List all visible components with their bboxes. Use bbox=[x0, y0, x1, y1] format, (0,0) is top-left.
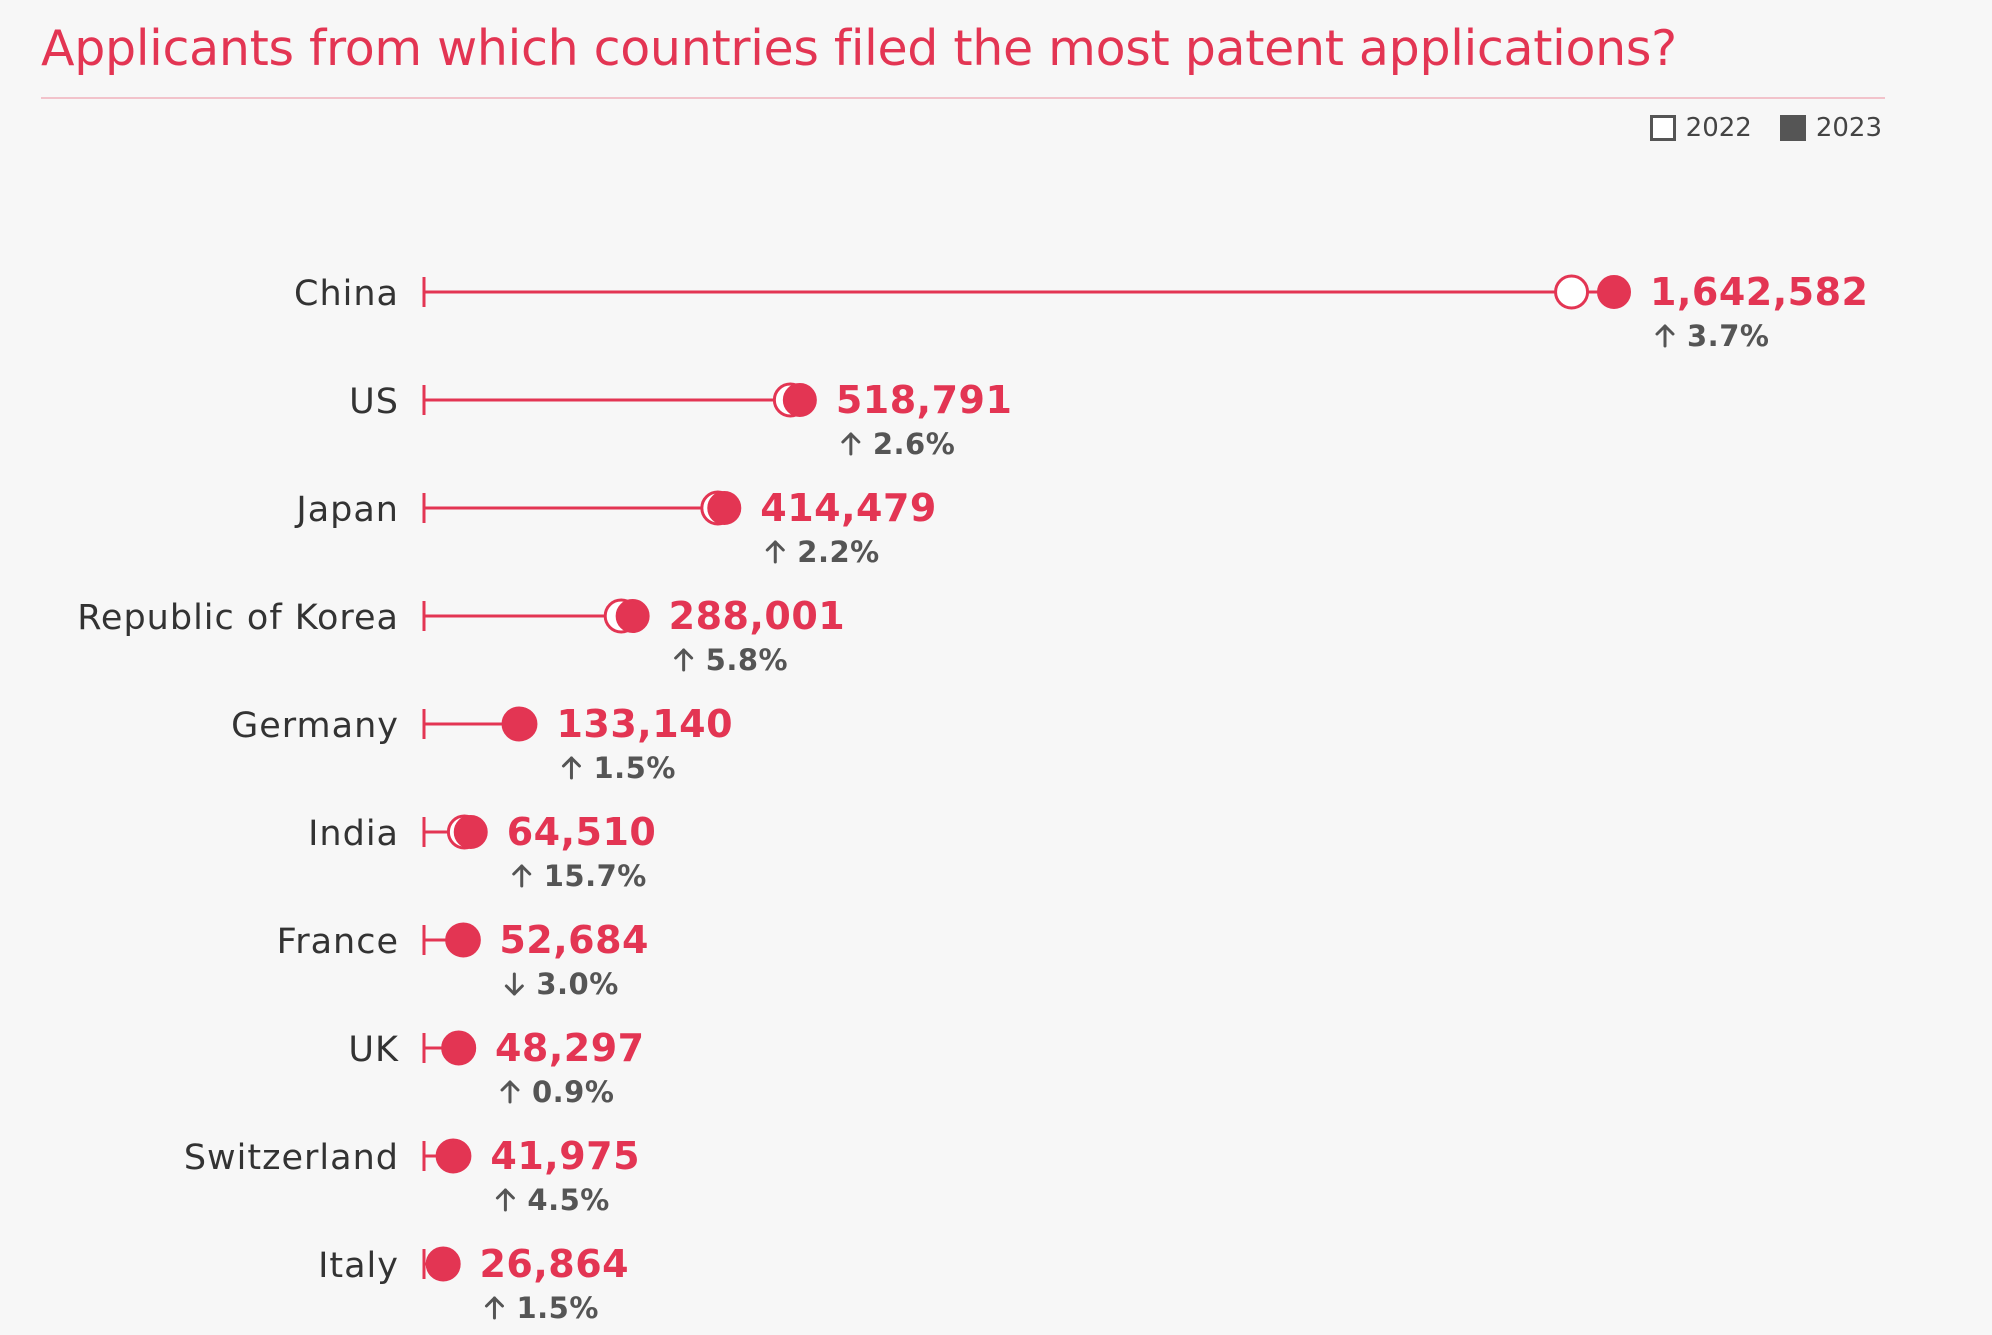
marker-2022 bbox=[1554, 274, 1590, 310]
change-label: 2.6% bbox=[873, 427, 955, 461]
legend-item-2022: 2022 bbox=[1649, 113, 1752, 143]
marker-2023 bbox=[782, 383, 817, 417]
marker-2023 bbox=[503, 707, 538, 741]
change-label: 15.7% bbox=[544, 859, 647, 893]
legend: 2022 2023 bbox=[1649, 113, 1882, 143]
value-label: 1,642,582 bbox=[1650, 270, 1868, 314]
legend-label-2022: 2022 bbox=[1685, 113, 1752, 143]
value-label: 518,791 bbox=[836, 378, 1013, 422]
marker-2023 bbox=[426, 1247, 461, 1281]
country-label: Japan bbox=[294, 490, 399, 530]
marker-2023 bbox=[1597, 275, 1631, 309]
arrow-down-icon bbox=[504, 972, 524, 996]
country-label: France bbox=[277, 922, 399, 962]
marker-2023 bbox=[707, 491, 742, 525]
arrow-up-icon bbox=[841, 432, 861, 456]
arrow-up-icon bbox=[495, 1188, 515, 1212]
title-divider bbox=[41, 97, 1885, 99]
country-label: Germany bbox=[231, 706, 399, 746]
arrow-up-icon bbox=[500, 1080, 520, 1104]
legend-item-2023: 2023 bbox=[1779, 113, 1882, 143]
arrow-up-icon bbox=[512, 864, 532, 888]
value-label: 64,510 bbox=[507, 810, 657, 854]
change-label: 1.5% bbox=[516, 1291, 598, 1325]
value-label: 133,140 bbox=[556, 702, 733, 746]
value-label: 26,864 bbox=[479, 1242, 629, 1286]
open-square-icon bbox=[1649, 115, 1676, 141]
change-label: 0.9% bbox=[532, 1075, 614, 1109]
marker-2023 bbox=[453, 815, 488, 849]
country-label: UK bbox=[348, 1030, 399, 1070]
marker-2023 bbox=[441, 1031, 476, 1065]
country-label: Republic of Korea bbox=[77, 598, 399, 638]
arrow-up-icon bbox=[674, 648, 694, 672]
marker-2023 bbox=[445, 923, 480, 957]
value-label: 41,975 bbox=[490, 1134, 640, 1178]
change-label: 1.5% bbox=[593, 751, 675, 785]
value-label: 52,684 bbox=[499, 918, 649, 962]
country-label: Italy bbox=[318, 1246, 399, 1286]
change-label: 3.7% bbox=[1687, 319, 1769, 353]
country-label: China bbox=[294, 274, 399, 314]
value-label: 288,001 bbox=[669, 594, 846, 638]
country-label: US bbox=[349, 382, 399, 422]
change-label: 2.2% bbox=[797, 535, 879, 569]
arrow-up-icon bbox=[484, 1296, 504, 1320]
marker-2023 bbox=[615, 599, 650, 633]
change-label: 4.5% bbox=[527, 1183, 609, 1217]
marker-2023 bbox=[437, 1139, 472, 1173]
filled-square-icon bbox=[1779, 115, 1806, 141]
legend-label-2023: 2023 bbox=[1815, 113, 1882, 143]
country-label: India bbox=[308, 814, 399, 854]
country-label: Switzerland bbox=[184, 1138, 399, 1178]
arrow-up-icon bbox=[1655, 324, 1675, 348]
change-label: 3.0% bbox=[536, 967, 618, 1001]
value-label: 48,297 bbox=[495, 1026, 645, 1070]
arrow-up-icon bbox=[561, 756, 581, 780]
change-label: 5.8% bbox=[706, 643, 788, 677]
value-label: 414,479 bbox=[760, 486, 937, 530]
arrow-up-icon bbox=[765, 540, 785, 564]
chart-title: Applicants from which countries filed th… bbox=[41, 20, 1677, 77]
